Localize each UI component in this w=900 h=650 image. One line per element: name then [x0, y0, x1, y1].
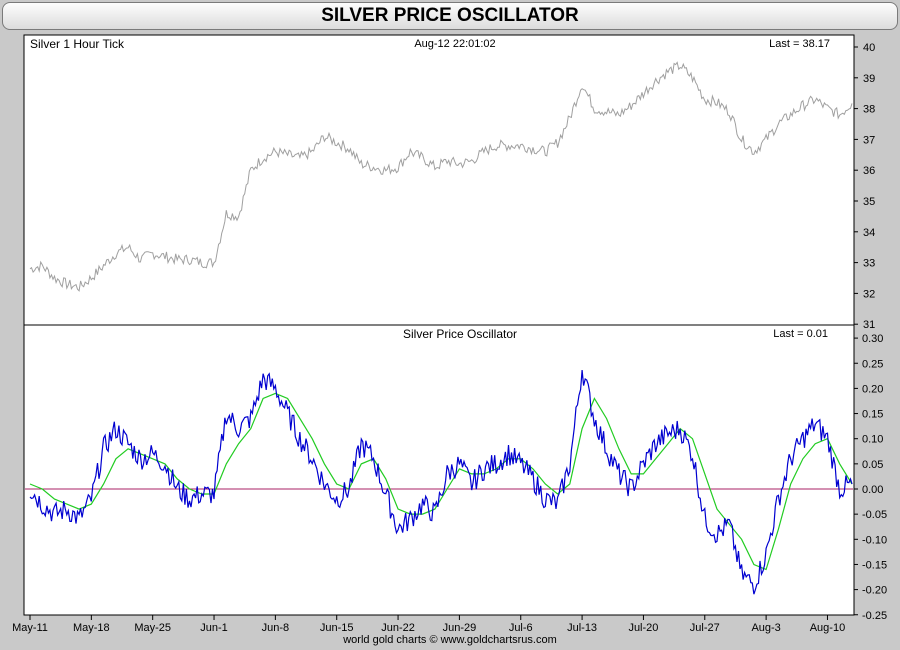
price-y-axis: 31 32 33 34 35 36 37 38 39 40 — [854, 42, 875, 331]
price-y-tick-label: 37 — [863, 134, 875, 146]
top-panel-timestamp: Aug-12 22:01:02 — [414, 38, 495, 50]
chart-title: SILVER PRICE OSCILLATOR — [2, 2, 898, 30]
x-tick-label: Jun-8 — [262, 622, 290, 634]
oscillator-y-tick-label: 0.20 — [862, 383, 883, 395]
x-tick-label: Jun-15 — [320, 622, 354, 634]
price-y-tick-label: 32 — [863, 288, 875, 300]
x-tick-label: May-25 — [134, 622, 171, 634]
oscillator-y-tick-label: 0.30 — [862, 333, 883, 345]
x-tick-label: Jul-6 — [509, 622, 533, 634]
date-x-axis: May-11 May-18 May-25 Jun-1 Jun-8 Jun-15 Jun-22… — [12, 615, 845, 634]
bottom-panel-last: Last = 0.01 — [773, 328, 828, 340]
x-tick-label: May-18 — [73, 622, 110, 634]
oscillator-y-tick-label: -0.25 — [862, 610, 887, 622]
oscillator-y-tick-label: 0.00 — [862, 484, 883, 496]
x-tick-label: Jun-1 — [200, 622, 228, 634]
bottom-panel-label: Silver Price Oscillator — [403, 327, 517, 341]
signal-series — [29, 392, 853, 571]
oscillator-line — [29, 370, 853, 595]
x-tick-label: Jul-27 — [690, 622, 720, 634]
top-panel-last: Last = 38.17 — [769, 38, 830, 50]
x-tick-label: Jul-20 — [628, 622, 658, 634]
price-series — [29, 61, 853, 292]
oscillator-y-tick-label: 0.25 — [862, 358, 883, 370]
oscillator-y-tick-label: 0.05 — [862, 459, 883, 471]
oscillator-y-tick-label: -0.05 — [862, 509, 887, 521]
oscillator-y-tick-label: -0.15 — [862, 559, 887, 571]
signal-line — [29, 392, 853, 571]
price-y-tick-label: 34 — [863, 227, 875, 239]
oscillator-y-tick-label: 0.10 — [862, 434, 883, 446]
price-line — [29, 61, 853, 292]
x-tick-label: Aug-3 — [751, 622, 780, 634]
oscillator-y-axis: -0.25 -0.20 -0.15 -0.10 -0.05 0.00 0.05 0.10 0.1… — [854, 333, 887, 622]
credit-text: world gold charts © www.goldchartsrus.co… — [342, 634, 557, 646]
oscillator-y-tick-label: 0.15 — [862, 409, 883, 421]
x-tick-label: Jun-29 — [443, 622, 477, 634]
price-y-tick-label: 36 — [863, 165, 875, 177]
oscillator-y-tick-label: -0.20 — [862, 585, 887, 597]
x-tick-label: Jul-13 — [567, 622, 597, 634]
x-tick-label: Jun-22 — [381, 622, 415, 634]
oscillator-y-tick-label: -0.10 — [862, 534, 887, 546]
price-y-tick-label: 33 — [863, 258, 875, 270]
price-y-tick-label: 31 — [863, 319, 875, 331]
oscillator-series — [29, 370, 853, 595]
x-tick-label: May-11 — [12, 622, 48, 634]
price-y-tick-label: 38 — [863, 104, 875, 116]
price-y-tick-label: 35 — [863, 196, 875, 208]
top-panel-label: Silver 1 Hour Tick — [30, 37, 125, 51]
price-y-tick-label: 40 — [863, 42, 875, 54]
price-y-tick-label: 39 — [863, 73, 875, 85]
x-tick-label: Aug-10 — [810, 622, 845, 634]
